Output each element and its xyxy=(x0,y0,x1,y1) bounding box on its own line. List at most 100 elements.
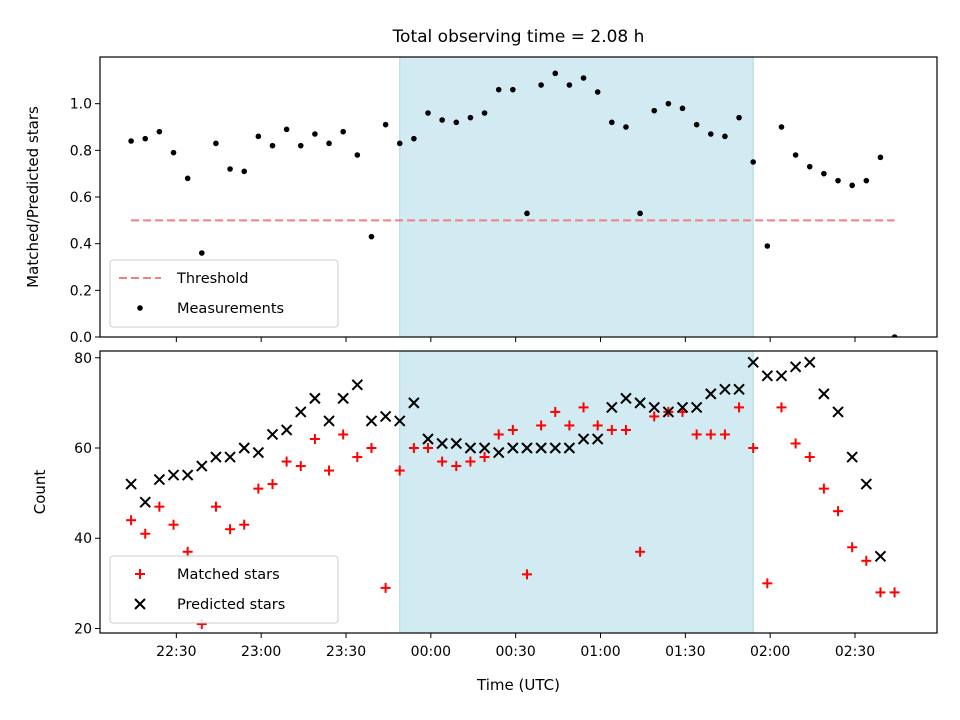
measurement-point xyxy=(835,177,841,184)
measurement-point xyxy=(849,182,855,189)
legend: Threshold Measurements xyxy=(109,259,339,328)
matched-star-point xyxy=(182,546,193,557)
measurement-point xyxy=(891,334,898,337)
x-tick-label: 01:30 xyxy=(665,644,705,660)
predicted-star-point xyxy=(181,469,194,481)
matched-star-point xyxy=(451,461,462,472)
measurement-point xyxy=(510,86,516,93)
predicted-star-point xyxy=(323,415,335,427)
matched-star-point xyxy=(324,465,335,476)
legend-measurement-swatch xyxy=(137,305,143,311)
matched-star-point xyxy=(889,587,900,598)
predicted-star-point xyxy=(295,406,307,418)
matched-star-point xyxy=(366,443,377,454)
predicted-star-point xyxy=(874,550,887,563)
predicted-star-point xyxy=(789,361,802,373)
predicted-star-point xyxy=(252,446,265,459)
measurement-point xyxy=(736,114,742,121)
predicted-star-point xyxy=(606,401,618,414)
predicted-star-point xyxy=(648,401,660,414)
matched-star-point xyxy=(875,587,886,598)
y-tick-label: 40 xyxy=(74,531,92,547)
measurement-point xyxy=(580,75,587,81)
predicted-star-point xyxy=(705,388,717,400)
predicted-star-point xyxy=(492,446,505,459)
y-tick-label: 1.0 xyxy=(70,97,92,113)
predicted-star-point xyxy=(761,370,774,382)
matched-star-point xyxy=(168,519,179,530)
measurement-point xyxy=(778,124,785,130)
matched-star-point xyxy=(338,429,349,440)
matched-star-point xyxy=(225,524,236,535)
measurement-point xyxy=(623,124,629,130)
measurement-point xyxy=(877,154,884,161)
predicted-star-point xyxy=(733,383,745,396)
predicted-star-point xyxy=(662,406,675,418)
measurement-point xyxy=(269,142,276,149)
matched-star-point xyxy=(126,515,137,526)
measurement-point xyxy=(326,140,332,147)
predicted-star-point xyxy=(266,428,279,441)
plot-area xyxy=(128,70,898,337)
measurement-point xyxy=(495,86,502,93)
matched-star-point xyxy=(437,456,448,467)
matched-star-point xyxy=(140,528,151,539)
predicted-star-point xyxy=(153,473,166,486)
predicted-star-point xyxy=(394,415,406,427)
matched-star-point xyxy=(267,479,278,490)
measurement-point xyxy=(255,133,262,140)
x-tick-label: 00:30 xyxy=(495,644,535,660)
matched-star-point xyxy=(239,519,250,530)
observing-window-band xyxy=(399,56,754,338)
predicted-star-point xyxy=(563,442,576,454)
predicted-star-point xyxy=(337,392,349,405)
y-axis-label: Matched/Predicted stars xyxy=(24,106,42,288)
predicted-star-point xyxy=(775,370,788,382)
predicted-star-point xyxy=(804,356,816,368)
x-tick-label: 23:00 xyxy=(241,644,281,660)
measurement-point xyxy=(792,152,799,158)
predicted-star-point xyxy=(422,433,434,445)
matched-star-point xyxy=(578,402,589,413)
measurement-point xyxy=(396,140,403,147)
x-axis-label: Time (UTC) xyxy=(476,676,560,694)
predicted-star-point xyxy=(818,388,830,400)
measurement-point xyxy=(156,128,163,135)
measurement-point xyxy=(750,159,756,165)
predicted-star-point xyxy=(309,392,321,405)
legend: Matched stars Predicted stars xyxy=(109,555,339,624)
measurement-point xyxy=(354,152,361,158)
predicted-star-point xyxy=(436,437,448,450)
measurement-point xyxy=(637,210,643,217)
measurement-point xyxy=(679,105,686,112)
predicted-star-point xyxy=(676,401,689,414)
matched-star-point xyxy=(847,542,858,553)
y-tick-label: 80 xyxy=(74,351,92,367)
predicted-star-point xyxy=(280,424,293,436)
measurement-point xyxy=(524,210,530,217)
legend-label: Matched stars xyxy=(177,567,280,583)
matched-star-point xyxy=(734,402,745,413)
matched-star-point xyxy=(423,443,434,454)
matched-star-point xyxy=(154,501,165,512)
matched-star-point xyxy=(776,402,787,413)
predicted-star-point xyxy=(747,356,759,368)
top-panel: 0.0 0.2 0.4 0.6 0.8 1.0 Matched/Predicted star… xyxy=(24,56,938,346)
x-tick-label: 02:00 xyxy=(750,644,790,660)
measurement-point xyxy=(128,138,134,144)
measurement-point xyxy=(481,110,488,116)
y-tick-label: 0.2 xyxy=(70,283,92,299)
matched-star-point xyxy=(394,465,405,476)
predicted-star-point xyxy=(351,379,364,391)
x-tick-label: 22:30 xyxy=(156,644,196,660)
predicted-star-point xyxy=(167,469,180,481)
measurement-point xyxy=(439,117,445,123)
matched-star-point xyxy=(804,452,815,463)
y-tick-label: 0.6 xyxy=(70,190,92,206)
measurement-point xyxy=(142,135,149,142)
predicted-star-point xyxy=(379,410,392,423)
matched-star-point xyxy=(550,406,561,417)
x-tick-label: 23:30 xyxy=(326,644,366,660)
matched-star-point xyxy=(861,555,872,566)
